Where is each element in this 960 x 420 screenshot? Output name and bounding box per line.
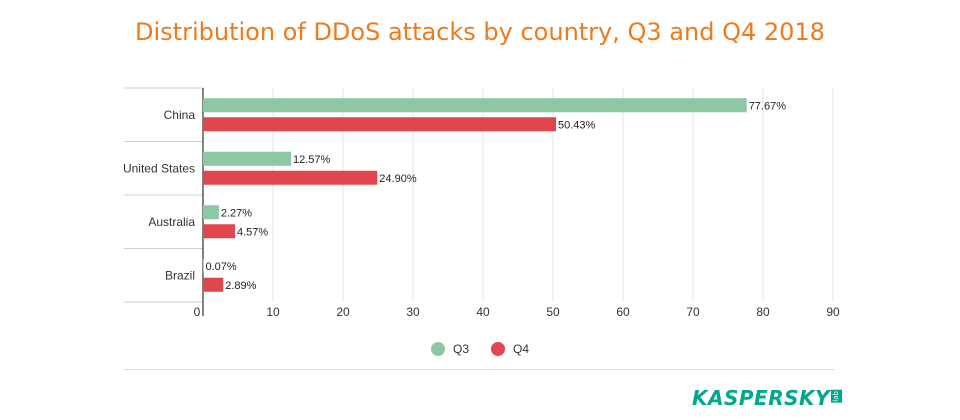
bar-q4 <box>203 277 224 292</box>
category-label: China <box>164 108 196 122</box>
bars: 77.67% 50.43% 12.57% 24.90% 2.27% 4.57% 0.07% 2… <box>203 98 786 292</box>
legend: Q3 Q4 <box>0 342 960 356</box>
legend-item-q4: Q4 <box>491 342 529 356</box>
x-tick-label: 10 <box>266 305 280 319</box>
bar-q3 <box>203 98 747 113</box>
bar-q3 <box>203 205 219 220</box>
bar-chart: China United States Australia Brazil 77.67%… <box>123 87 840 319</box>
x-tick-label: 40 <box>476 305 490 319</box>
legend-item-q3: Q3 <box>430 342 469 356</box>
category-label: Australia <box>148 215 195 229</box>
bar-q4 <box>203 170 378 185</box>
bar-q3 <box>203 151 291 166</box>
chart-title: Distribution of DDoS attacks by country,… <box>135 18 825 46</box>
bar-q4 <box>203 224 235 239</box>
x-tick-label: 20 <box>336 305 350 319</box>
x-tick-label: 80 <box>756 305 770 319</box>
footer-divider <box>124 369 834 370</box>
legend-label: Q4 <box>513 342 530 356</box>
data-label: 2.89% <box>225 280 256 292</box>
data-label: 24.90% <box>379 173 417 185</box>
logo-wordmark: KASPERSKY <box>692 386 830 410</box>
legend-swatch <box>430 342 445 356</box>
category-axis: China United States Australia Brazil <box>123 87 204 316</box>
logo-lab-tag: lab <box>831 390 842 403</box>
bar-q4 <box>203 117 557 132</box>
value-axis-ticks: 0 10 20 30 40 50 60 70 80 90 <box>194 305 840 319</box>
data-label: 4.57% <box>237 226 268 238</box>
category-label: Brazil <box>165 268 195 282</box>
legend-label: Q3 <box>452 342 469 356</box>
category-label: United States <box>123 161 195 175</box>
data-label: 50.43% <box>558 119 596 131</box>
x-tick-label: 90 <box>826 305 840 319</box>
x-tick-label: 0 <box>194 305 201 319</box>
x-tick-label: 30 <box>406 305 420 319</box>
data-label: 0.07% <box>205 261 236 273</box>
x-tick-label: 70 <box>686 305 700 319</box>
x-tick-label: 50 <box>546 305 560 319</box>
data-label: 12.57% <box>293 154 331 166</box>
x-tick-label: 60 <box>616 305 630 319</box>
data-label: 2.27% <box>221 207 252 219</box>
kaspersky-logo: KASPERSKY lab <box>692 386 842 410</box>
legend-swatch <box>491 342 505 356</box>
data-label: 77.67% <box>749 100 787 112</box>
